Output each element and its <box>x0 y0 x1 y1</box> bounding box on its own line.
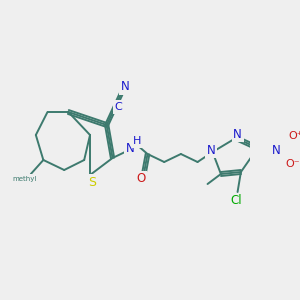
Text: N: N <box>206 143 215 157</box>
Text: O⁻: O⁻ <box>285 159 300 169</box>
Text: N: N <box>272 143 281 157</box>
Text: N: N <box>126 142 134 155</box>
Text: S: S <box>88 176 97 188</box>
Text: O⁺: O⁺ <box>289 131 300 141</box>
Text: N: N <box>121 80 129 94</box>
Text: methyl: methyl <box>13 176 37 182</box>
Text: O: O <box>136 172 146 185</box>
Text: C: C <box>115 102 122 112</box>
Text: Cl: Cl <box>230 194 242 208</box>
Text: N: N <box>233 128 242 140</box>
Text: H: H <box>133 136 142 146</box>
